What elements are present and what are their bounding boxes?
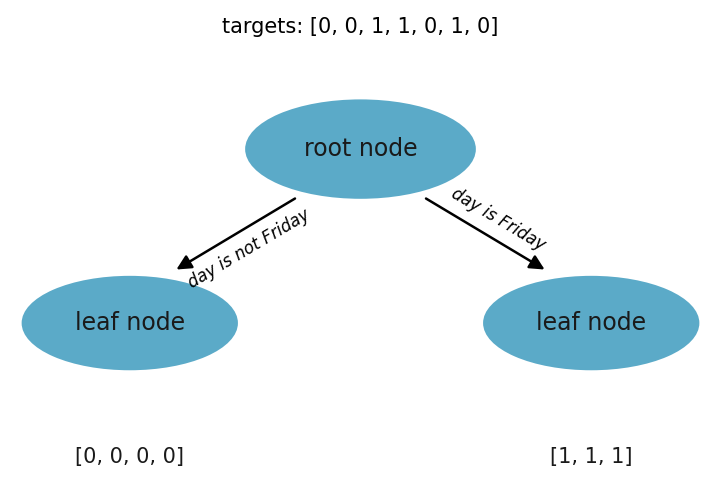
Text: day is Friday: day is Friday [448, 184, 549, 254]
Text: [0, 0, 0, 0]: [0, 0, 0, 0] [75, 447, 185, 467]
Text: [1, 1, 1]: [1, 1, 1] [550, 447, 632, 467]
Ellipse shape [245, 99, 476, 199]
Ellipse shape [22, 276, 238, 370]
Ellipse shape [483, 276, 699, 370]
Text: leaf node: leaf node [75, 311, 185, 335]
Text: root node: root node [304, 137, 417, 161]
Text: leaf node: leaf node [536, 311, 646, 335]
Text: day is not Friday: day is not Friday [185, 206, 313, 292]
Text: targets: [0, 0, 1, 1, 0, 1, 0]: targets: [0, 0, 1, 1, 0, 1, 0] [222, 17, 499, 37]
